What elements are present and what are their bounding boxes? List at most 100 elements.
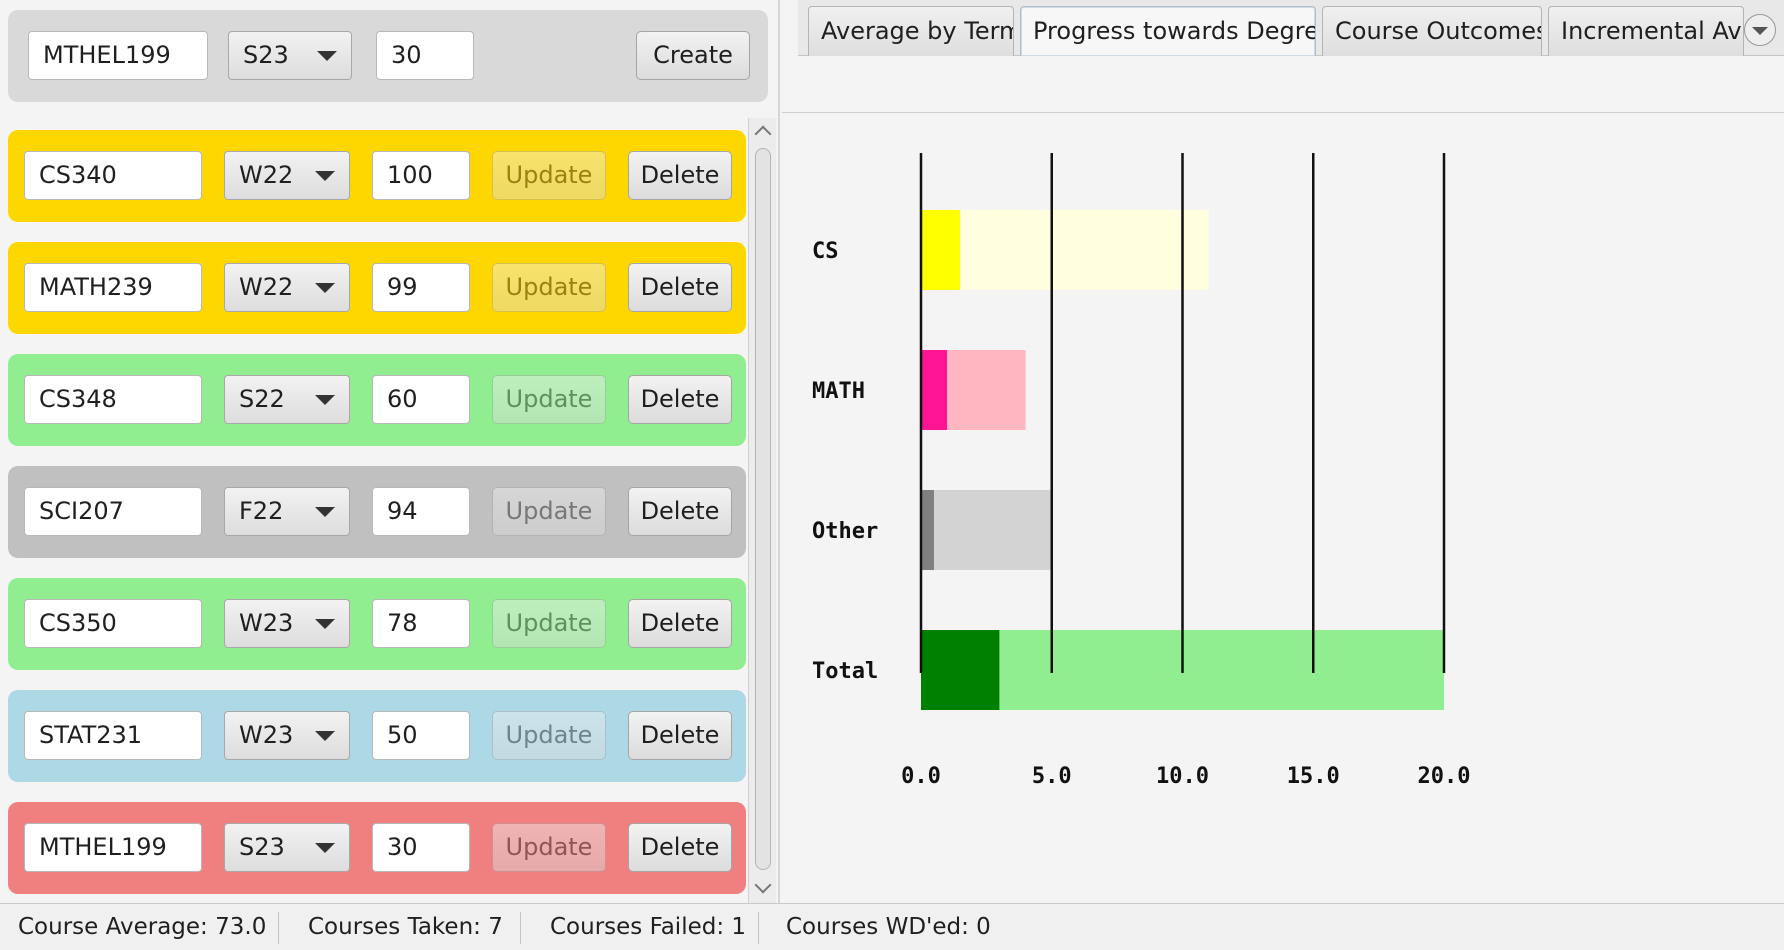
new-course-term-select[interactable]: S23 bbox=[228, 31, 352, 80]
course-grade-input[interactable]: 94 bbox=[372, 487, 470, 536]
bar-other-segment-1 bbox=[921, 490, 935, 570]
bar-total-segment-1 bbox=[921, 630, 1000, 710]
course-term-value: W23 bbox=[239, 609, 294, 637]
progress-chart-panel: CS MATH Other Total 0.0 5.0 10.0 15.0 20.0 bbox=[782, 112, 1784, 903]
chevron-down-icon bbox=[315, 171, 335, 181]
course-grade-input[interactable]: 100 bbox=[372, 151, 470, 200]
tab-progress-towards-degree[interactable]: Progress towards Degree bbox=[1020, 6, 1316, 56]
tab-overflow-menu-icon[interactable] bbox=[1744, 14, 1776, 46]
category-label: Other bbox=[812, 519, 878, 544]
bar-math-segment-1 bbox=[921, 350, 948, 430]
course-code-input[interactable]: SCI207 bbox=[24, 487, 202, 536]
course-code-input[interactable]: MATH239 bbox=[24, 263, 202, 312]
course-term-select[interactable]: W23 bbox=[224, 599, 350, 648]
course-code-input[interactable]: CS350 bbox=[24, 599, 202, 648]
course-average-status: Course Average: 73.0 bbox=[18, 914, 267, 940]
course-grade-input[interactable]: 78 bbox=[372, 599, 470, 648]
bar-math-segment-2 bbox=[947, 350, 1026, 430]
scroll-up-icon[interactable] bbox=[753, 122, 773, 143]
update-button[interactable]: Update bbox=[492, 823, 606, 872]
delete-button[interactable]: Delete bbox=[628, 375, 732, 424]
delete-button[interactable]: Delete bbox=[628, 487, 732, 536]
new-course-code-input[interactable]: MTHEL199 bbox=[28, 31, 208, 80]
course-row: CS350 W23 78 Update Delete bbox=[8, 578, 746, 670]
courses-failed-status: Courses Failed: 1 bbox=[550, 914, 747, 940]
delete-button[interactable]: Delete bbox=[628, 263, 732, 312]
course-grade-input[interactable]: 60 bbox=[372, 375, 470, 424]
new-course-grade-input[interactable]: 30 bbox=[376, 31, 474, 80]
course-term-value: S23 bbox=[239, 833, 285, 861]
courses-withdrawn-status: Courses WD'ed: 0 bbox=[786, 914, 991, 940]
category-label: CS bbox=[812, 239, 839, 264]
course-grade-input[interactable]: 50 bbox=[372, 711, 470, 760]
status-bar: Course Average: 73.0 Courses Taken: 7 Co… bbox=[0, 903, 1784, 950]
course-list: CS340 W22 100 Update Delete MATH239 W22 99 Updat… bbox=[0, 118, 776, 903]
x-tick-label: 15.0 bbox=[1287, 764, 1340, 789]
split-divider[interactable] bbox=[778, 0, 780, 903]
new-course-term-value: S23 bbox=[243, 41, 289, 69]
status-separator bbox=[278, 912, 279, 944]
course-row: STAT231 W23 50 Update Delete bbox=[8, 690, 746, 782]
delete-button[interactable]: Delete bbox=[628, 599, 732, 648]
course-list-scrollbar[interactable] bbox=[748, 118, 776, 903]
delete-button[interactable]: Delete bbox=[628, 151, 732, 200]
delete-button[interactable]: Delete bbox=[628, 711, 732, 760]
progress-chart: CS MATH Other Total 0.0 5.0 10.0 15.0 20.0 bbox=[812, 153, 1471, 789]
course-term-select[interactable]: F22 bbox=[224, 487, 350, 536]
course-code-input[interactable]: MTHEL199 bbox=[24, 823, 202, 872]
create-button[interactable]: Create bbox=[636, 31, 750, 80]
x-tick-label: 0.0 bbox=[901, 764, 941, 789]
status-separator bbox=[520, 912, 521, 944]
scroll-thumb[interactable] bbox=[755, 148, 771, 870]
course-term-select[interactable]: W22 bbox=[224, 263, 350, 312]
chevron-down-icon bbox=[315, 507, 335, 517]
tab-incremental-average[interactable]: Incremental Average bbox=[1548, 6, 1744, 56]
update-button[interactable]: Update bbox=[492, 487, 606, 536]
courses-taken-status: Courses Taken: 7 bbox=[308, 914, 503, 940]
course-grade-input[interactable]: 30 bbox=[372, 823, 470, 872]
scroll-down-icon[interactable] bbox=[753, 876, 773, 899]
course-term-value: W22 bbox=[239, 161, 294, 189]
course-row: CS348 S22 60 Update Delete bbox=[8, 354, 746, 446]
x-tick-label: 10.0 bbox=[1156, 764, 1209, 789]
update-button[interactable]: Update bbox=[492, 263, 606, 312]
course-row: MATH239 W22 99 Update Delete bbox=[8, 242, 746, 334]
chevron-down-icon bbox=[315, 843, 335, 853]
course-row: CS340 W22 100 Update Delete bbox=[8, 130, 746, 222]
bar-total-segment-2 bbox=[999, 630, 1444, 710]
course-grade-input[interactable]: 99 bbox=[372, 263, 470, 312]
create-course-panel: MTHEL199 S23 30 Create bbox=[8, 10, 768, 102]
category-label: Total bbox=[812, 659, 878, 684]
course-term-value: F22 bbox=[239, 497, 284, 525]
bar-cs-segment-2 bbox=[960, 210, 1209, 290]
course-row: MTHEL199 S23 30 Update Delete bbox=[8, 802, 746, 894]
update-button[interactable]: Update bbox=[492, 151, 606, 200]
course-code-input[interactable]: CS348 bbox=[24, 375, 202, 424]
course-code-input[interactable]: STAT231 bbox=[24, 711, 202, 760]
category-label: MATH bbox=[812, 379, 865, 404]
tab-average-by-term[interactable]: Average by Term bbox=[808, 6, 1014, 56]
course-term-select[interactable]: W23 bbox=[224, 711, 350, 760]
bar-cs-segment-1 bbox=[921, 210, 961, 290]
chevron-down-icon bbox=[315, 395, 335, 405]
course-code-input[interactable]: CS340 bbox=[24, 151, 202, 200]
course-term-value: S22 bbox=[239, 385, 285, 413]
tab-course-outcomes[interactable]: Course Outcomes bbox=[1322, 6, 1542, 56]
chevron-down-icon bbox=[315, 731, 335, 741]
tab-bar: Average by Term Progress towards Degree … bbox=[798, 0, 1784, 56]
x-tick-label: 5.0 bbox=[1032, 764, 1072, 789]
course-term-select[interactable]: W22 bbox=[224, 151, 350, 200]
update-button[interactable]: Update bbox=[492, 375, 606, 424]
course-row: SCI207 F22 94 Update Delete bbox=[8, 466, 746, 558]
course-term-select[interactable]: S23 bbox=[224, 823, 350, 872]
update-button[interactable]: Update bbox=[492, 599, 606, 648]
bar-other-segment-2 bbox=[934, 490, 1052, 570]
chevron-down-icon bbox=[317, 51, 337, 61]
delete-button[interactable]: Delete bbox=[628, 823, 732, 872]
chevron-down-icon bbox=[315, 619, 335, 629]
course-term-select[interactable]: S22 bbox=[224, 375, 350, 424]
x-tick-label: 20.0 bbox=[1418, 764, 1471, 789]
chevron-down-icon bbox=[315, 283, 335, 293]
update-button[interactable]: Update bbox=[492, 711, 606, 760]
